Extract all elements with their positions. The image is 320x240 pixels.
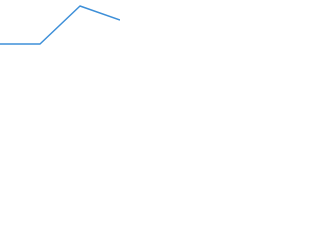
line-series — [0, 5, 120, 45]
chart — [0, 5, 120, 45]
